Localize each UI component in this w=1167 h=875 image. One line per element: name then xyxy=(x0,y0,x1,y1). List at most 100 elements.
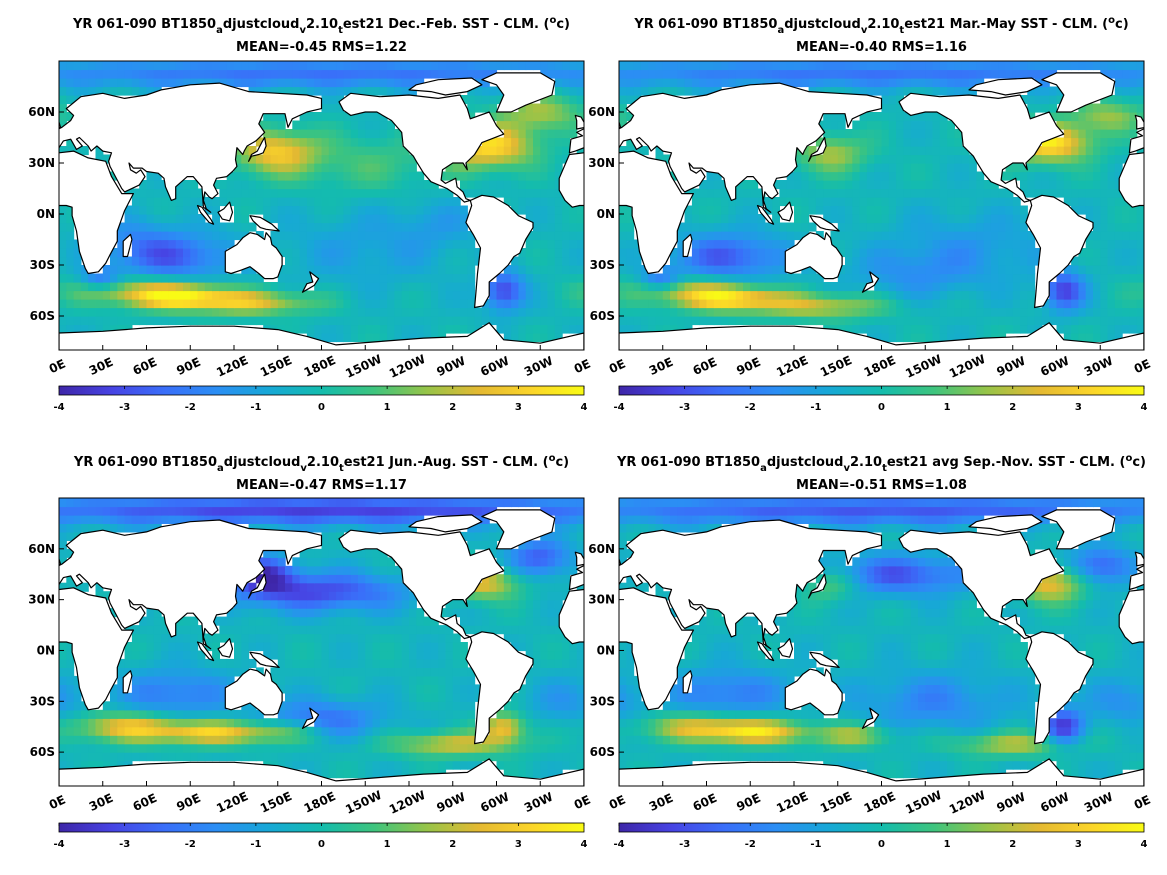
sst-cell xyxy=(358,180,366,190)
sst-cell xyxy=(430,650,439,660)
sst-cell xyxy=(503,163,512,173)
sst-cell xyxy=(183,735,191,745)
sst-cell xyxy=(489,616,498,626)
sst-cell xyxy=(328,95,337,105)
sst-cell xyxy=(343,307,352,317)
sst-cell xyxy=(285,61,293,71)
sst-cell xyxy=(226,709,235,719)
land-sumatra xyxy=(756,204,775,225)
sst-cell xyxy=(153,616,162,626)
sst-cell xyxy=(518,718,527,728)
sst-cell xyxy=(394,599,403,609)
sst-cell xyxy=(66,112,75,122)
sst-cell xyxy=(562,591,570,601)
sst-cell xyxy=(525,146,534,156)
sst-cell xyxy=(153,171,162,181)
sst-cell xyxy=(939,137,948,147)
sst-cell xyxy=(321,205,330,215)
sst-cell xyxy=(503,735,512,745)
sst-cell xyxy=(445,675,454,685)
sst-cell xyxy=(372,582,381,592)
sst-cell xyxy=(365,608,374,618)
sst-cell xyxy=(808,222,817,232)
sst-cell xyxy=(372,616,381,626)
sst-cell xyxy=(190,78,199,88)
sst-cell xyxy=(372,625,381,635)
sst-cell xyxy=(474,188,483,198)
sst-cell xyxy=(903,205,912,215)
sst-cell xyxy=(73,718,82,728)
sst-cell xyxy=(983,316,992,326)
sst-cell xyxy=(66,324,75,334)
sst-cell xyxy=(576,78,584,88)
sst-cell xyxy=(983,248,992,258)
sst-cell xyxy=(1100,205,1109,215)
sst-cell xyxy=(248,701,257,711)
sst-cell xyxy=(1027,282,1036,292)
sst-cell xyxy=(954,129,963,139)
sst-cell xyxy=(285,265,293,275)
sst-cell xyxy=(153,188,162,198)
sst-cell xyxy=(358,137,366,147)
sst-cell xyxy=(328,625,337,635)
sst-cell xyxy=(1122,146,1130,156)
sst-cell xyxy=(874,146,883,156)
sst-cell xyxy=(1063,137,1072,147)
sst-cell xyxy=(131,642,140,652)
sst-cell xyxy=(1012,222,1021,232)
sst-cell xyxy=(161,197,169,207)
sst-cell xyxy=(306,658,315,668)
sst-cell xyxy=(234,316,242,326)
sst-cell xyxy=(830,231,839,241)
sst-cell xyxy=(365,324,374,334)
sst-cell xyxy=(874,307,883,317)
sst-cell xyxy=(743,273,751,283)
sst-cell xyxy=(518,684,527,694)
sst-cell xyxy=(750,69,759,79)
sst-cell xyxy=(540,180,549,190)
sst-cell xyxy=(1049,282,1058,292)
sst-cell xyxy=(910,171,919,181)
sst-cell xyxy=(161,726,169,736)
sst-cell xyxy=(1041,86,1050,96)
land-eurasia xyxy=(1128,128,1144,154)
sst-cell xyxy=(321,324,330,334)
sst-cell xyxy=(66,95,75,105)
sst-cell xyxy=(277,265,286,275)
sst-cell xyxy=(343,248,352,258)
sst-cell xyxy=(576,222,584,232)
sst-cell xyxy=(285,684,293,694)
sst-cell xyxy=(336,112,344,122)
sst-cell xyxy=(1078,61,1087,71)
sst-cell xyxy=(684,290,693,300)
sst-cell xyxy=(59,248,67,258)
sst-cell xyxy=(699,307,708,317)
sst-cell xyxy=(66,316,75,326)
sst-cell xyxy=(241,591,250,601)
sst-cell xyxy=(467,239,476,249)
sst-cell xyxy=(772,222,780,232)
sst-cell xyxy=(496,548,505,558)
sst-cell xyxy=(896,222,904,232)
sst-cell xyxy=(918,78,926,88)
sst-cell xyxy=(569,667,578,677)
sst-cell xyxy=(779,248,788,258)
sst-cell xyxy=(277,239,286,249)
sst-cell xyxy=(888,205,897,215)
sst-cell xyxy=(255,726,264,736)
sst-cell xyxy=(1114,112,1123,122)
sst-cell xyxy=(961,290,970,300)
sst-cell xyxy=(939,197,948,207)
sst-cell xyxy=(438,324,447,334)
sst-cell xyxy=(234,608,242,618)
sst-cell xyxy=(379,735,388,745)
sst-cell xyxy=(918,248,926,258)
sst-cell xyxy=(525,188,534,198)
sst-cell xyxy=(131,701,140,711)
sst-cell xyxy=(533,248,541,258)
sst-cell xyxy=(648,86,657,96)
sst-cell xyxy=(1122,248,1130,258)
sst-cell xyxy=(1122,205,1130,215)
sst-cell xyxy=(314,557,323,567)
colorbar-tick-label: 4 xyxy=(581,402,588,413)
